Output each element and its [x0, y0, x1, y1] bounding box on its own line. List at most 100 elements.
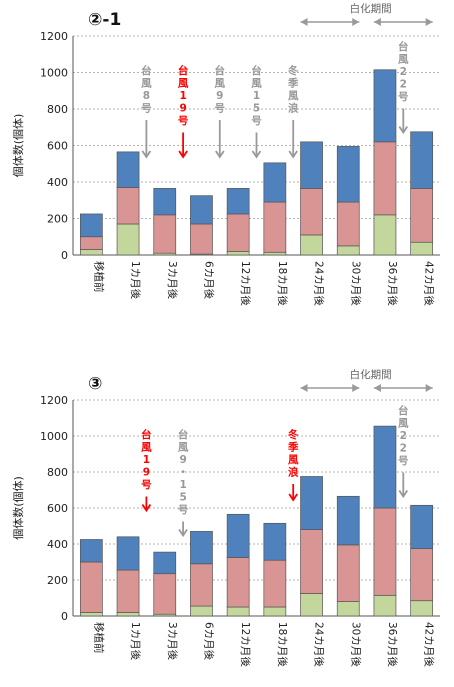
x-tick-label: 24カ月後 [313, 622, 326, 667]
bar-segment-bottom [336, 245, 360, 256]
annotation-arrowhead [215, 150, 225, 159]
annotation-arrowhead [288, 150, 298, 159]
annotation-char: 季 [287, 441, 299, 454]
chart-panel-2-1: ②-1 個体数(個体) 0 200 400 600 800 1000 1200 移植前 1カ月後 3カ… [0, 0, 454, 340]
bar-segment-bottom [373, 594, 397, 617]
x-tick-label: 12カ月後 [239, 261, 252, 306]
y-tick-label: 800 [47, 466, 68, 479]
x-tick-label: 12カ月後 [239, 622, 252, 667]
x-tick-label: 30カ月後 [349, 622, 362, 667]
annotation-arrowhead [141, 504, 152, 513]
x-tick-label: 移植前 [92, 261, 105, 293]
y-axis-label: 個体数(個体) [11, 114, 25, 178]
bar-segment-bottom [116, 612, 140, 617]
x-tick-label: 30カ月後 [349, 261, 362, 306]
bar-segment-middle [263, 201, 287, 253]
annotation-char: 1 [253, 90, 260, 102]
annotation-arrowhead [178, 150, 188, 159]
whitening-period: 白化期間 [300, 2, 433, 26]
whitening-arrowhead [425, 384, 433, 392]
bar-segment-top [336, 146, 360, 203]
annotation-char: 9 [179, 454, 186, 466]
annotation-char: 号 [141, 103, 152, 115]
bar-segment-top [300, 141, 323, 189]
bar-segment-top [190, 195, 213, 225]
annotation-char: 号 [215, 103, 226, 115]
x-tick-label: 18カ月後 [276, 622, 289, 667]
bar-segment-bottom [336, 601, 360, 617]
annotation-char: 冬 [288, 64, 299, 77]
bar-segment-top [226, 513, 250, 558]
bar-segment-top [116, 536, 140, 571]
bar-segment-middle [116, 187, 140, 225]
whitening-arrowhead [300, 18, 308, 26]
annotation-char: 9 [216, 90, 223, 102]
whitening-period: 白化期間 [300, 368, 433, 392]
annotation-char: 風 [288, 90, 299, 102]
annotation-char: 8 [143, 90, 150, 102]
whitening-arrowhead [373, 384, 381, 392]
bar-chart-2-1: ②-1 個体数(個体) 0 200 400 600 800 1000 1200 移植前 1カ月後 3カ… [11, 2, 440, 306]
x-tick-label: 36カ月後 [386, 261, 399, 306]
whitening-label: 白化期間 [350, 368, 392, 381]
y-tick-label: 1000 [40, 430, 68, 443]
bar-segment-middle [300, 529, 323, 594]
y-tick-label: 0 [61, 249, 68, 262]
bar-segment-bottom [410, 600, 434, 617]
y-tick-label: 400 [47, 538, 68, 551]
y-tick-label: 600 [47, 502, 68, 515]
whitening-label: 白化期間 [350, 2, 392, 15]
bar-segment-middle [153, 573, 177, 615]
annotation-arrowhead [398, 490, 409, 499]
x-tick-label: 1カ月後 [129, 622, 142, 661]
annotation-char: 風 [398, 54, 409, 66]
bar-segment-top [153, 551, 177, 575]
x-tick-label: 6カ月後 [202, 261, 215, 300]
annotation-char: 季 [287, 77, 299, 90]
annotation-arrowhead [288, 493, 298, 502]
bar-segment-top [226, 188, 250, 215]
bar-segment-bottom [263, 251, 287, 256]
bar-segment-bottom [79, 612, 103, 617]
y-tick-label: 1200 [40, 30, 68, 43]
whitening-arrowhead [352, 18, 360, 26]
bar-segment-bottom [300, 234, 323, 256]
bar-segment-top [336, 495, 360, 546]
bar-segment-bottom [79, 249, 103, 256]
bar-segment-bottom [190, 605, 213, 617]
annotation-char: 1 [143, 454, 150, 466]
annotation-char: 台 [141, 64, 152, 77]
x-tick-label: 18カ月後 [276, 261, 289, 306]
x-tick-label: 1カ月後 [129, 261, 142, 300]
annotation-arrowhead [141, 150, 152, 159]
bar-segment-middle [410, 548, 434, 602]
whitening-arrowhead [425, 18, 433, 26]
bar-segment-top [79, 539, 103, 563]
bar-segment-top [263, 162, 287, 203]
bar-segment-bottom [226, 251, 250, 256]
bar-segment-top [263, 522, 287, 561]
bar-segment-middle [226, 213, 250, 252]
bar-segment-middle [79, 561, 103, 613]
chart-panel-3: ③ 個体数(個体) 0 200 400 600 800 1000 1200 移植前 1カ月後 3カ月後… [0, 360, 454, 687]
bar-segment-top [410, 504, 434, 549]
bar-segment-middle [336, 544, 360, 602]
annotation-arrowhead [251, 150, 262, 159]
annotation-char: 号 [398, 455, 409, 467]
annotation-char: 1 [179, 90, 186, 102]
bar-segment-top [153, 188, 177, 216]
y-tick-label: 1200 [40, 394, 68, 407]
annotation-char: 浪 [288, 466, 299, 479]
annotation-char: 風 [251, 78, 262, 90]
y-tick-label: 0 [61, 610, 68, 623]
bar-segment-middle [373, 141, 397, 216]
annotation-char: 風 [178, 442, 189, 454]
bar-segment-middle [300, 188, 323, 236]
